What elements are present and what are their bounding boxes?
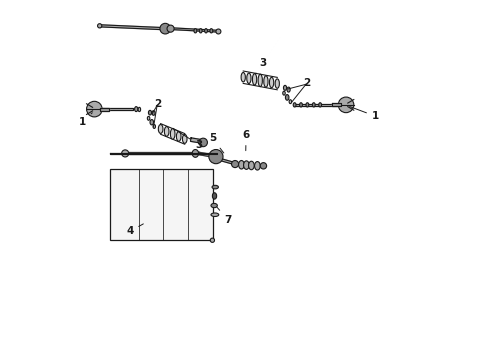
Polygon shape bbox=[129, 152, 194, 154]
Ellipse shape bbox=[152, 111, 155, 115]
Ellipse shape bbox=[182, 134, 187, 143]
Text: 4: 4 bbox=[126, 224, 144, 237]
Ellipse shape bbox=[212, 185, 219, 189]
Circle shape bbox=[209, 149, 223, 164]
Ellipse shape bbox=[299, 103, 302, 107]
Circle shape bbox=[199, 138, 207, 147]
Ellipse shape bbox=[247, 73, 251, 84]
Ellipse shape bbox=[287, 87, 290, 92]
Ellipse shape bbox=[306, 103, 309, 107]
Ellipse shape bbox=[289, 100, 292, 104]
Circle shape bbox=[232, 161, 239, 168]
Ellipse shape bbox=[239, 161, 245, 169]
Ellipse shape bbox=[147, 116, 150, 120]
Ellipse shape bbox=[293, 103, 296, 107]
Ellipse shape bbox=[158, 125, 163, 134]
Ellipse shape bbox=[258, 74, 262, 87]
Ellipse shape bbox=[275, 79, 279, 88]
Polygon shape bbox=[191, 138, 202, 143]
Ellipse shape bbox=[138, 107, 141, 112]
Ellipse shape bbox=[211, 203, 218, 208]
Ellipse shape bbox=[176, 131, 181, 141]
Text: 2: 2 bbox=[303, 77, 311, 87]
Text: 1: 1 bbox=[350, 107, 379, 121]
Polygon shape bbox=[99, 108, 109, 111]
Ellipse shape bbox=[192, 149, 198, 157]
Ellipse shape bbox=[153, 125, 155, 129]
Circle shape bbox=[167, 25, 174, 32]
Polygon shape bbox=[332, 103, 341, 106]
Ellipse shape bbox=[283, 91, 285, 95]
Ellipse shape bbox=[211, 213, 219, 216]
Ellipse shape bbox=[285, 95, 289, 100]
Ellipse shape bbox=[241, 72, 245, 82]
Ellipse shape bbox=[248, 161, 254, 170]
Circle shape bbox=[216, 29, 221, 34]
Ellipse shape bbox=[164, 127, 169, 136]
Circle shape bbox=[87, 101, 102, 117]
Ellipse shape bbox=[199, 29, 202, 33]
Ellipse shape bbox=[194, 29, 197, 33]
Circle shape bbox=[260, 163, 267, 169]
Circle shape bbox=[122, 150, 129, 157]
Ellipse shape bbox=[212, 193, 217, 199]
Text: 3: 3 bbox=[256, 58, 267, 74]
Polygon shape bbox=[110, 153, 217, 154]
Ellipse shape bbox=[148, 111, 151, 115]
Ellipse shape bbox=[244, 161, 249, 169]
Circle shape bbox=[160, 23, 171, 34]
Ellipse shape bbox=[252, 74, 257, 85]
Ellipse shape bbox=[318, 103, 321, 107]
Polygon shape bbox=[294, 104, 339, 106]
Ellipse shape bbox=[135, 107, 138, 112]
Polygon shape bbox=[102, 108, 133, 110]
Ellipse shape bbox=[283, 85, 287, 90]
Polygon shape bbox=[221, 159, 233, 164]
Polygon shape bbox=[99, 25, 164, 30]
Ellipse shape bbox=[264, 76, 268, 87]
Ellipse shape bbox=[210, 29, 213, 33]
Text: 1: 1 bbox=[79, 113, 92, 126]
Bar bbox=[110, 169, 213, 240]
Ellipse shape bbox=[150, 120, 153, 125]
Ellipse shape bbox=[255, 162, 260, 170]
Ellipse shape bbox=[312, 103, 315, 107]
Ellipse shape bbox=[205, 29, 207, 33]
Polygon shape bbox=[171, 28, 217, 32]
Text: 7: 7 bbox=[217, 207, 232, 225]
Text: 2: 2 bbox=[154, 99, 162, 109]
Text: 5: 5 bbox=[209, 133, 224, 153]
Circle shape bbox=[338, 97, 354, 113]
Polygon shape bbox=[198, 152, 213, 157]
Text: 6: 6 bbox=[243, 130, 250, 150]
Circle shape bbox=[210, 238, 215, 242]
Text: 3: 3 bbox=[173, 128, 202, 149]
Circle shape bbox=[98, 24, 102, 28]
Ellipse shape bbox=[270, 77, 274, 88]
Ellipse shape bbox=[171, 129, 175, 139]
